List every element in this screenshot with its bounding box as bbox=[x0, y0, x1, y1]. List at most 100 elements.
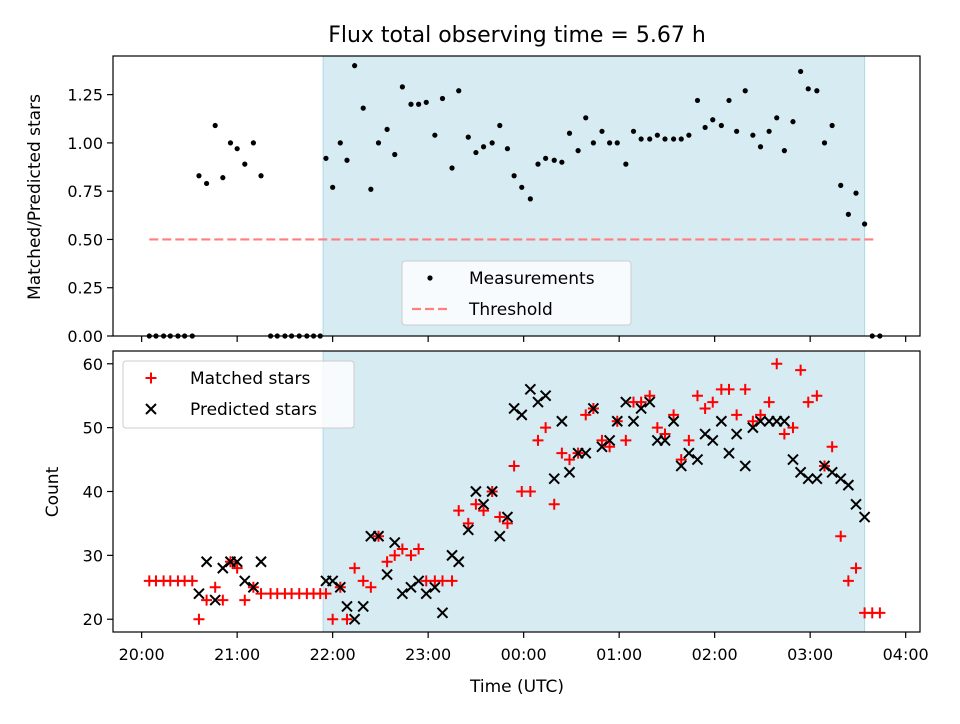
data-point bbox=[778, 428, 790, 440]
data-point bbox=[497, 122, 503, 129]
data-point bbox=[590, 140, 596, 146]
data-point bbox=[604, 441, 616, 453]
data-point bbox=[548, 498, 560, 510]
data-point bbox=[757, 144, 764, 150]
data-point bbox=[707, 396, 719, 408]
data-point bbox=[375, 140, 382, 146]
data-point bbox=[420, 587, 432, 600]
data-point bbox=[540, 422, 552, 434]
x-tick-label: 01:00 bbox=[596, 645, 642, 664]
legend-label: Matched stars bbox=[190, 369, 310, 389]
data-point bbox=[423, 99, 429, 105]
y-tick-label: 0.25 bbox=[67, 279, 103, 298]
data-point bbox=[473, 149, 479, 156]
data-point bbox=[399, 84, 405, 90]
data-point bbox=[494, 511, 506, 523]
data-point bbox=[731, 409, 743, 421]
data-point bbox=[470, 485, 482, 498]
x-tick-label: 04:00 bbox=[883, 645, 929, 664]
data-point bbox=[416, 101, 422, 107]
legend: Measurements Threshold bbox=[401, 260, 632, 326]
data-point bbox=[357, 600, 369, 613]
data-point bbox=[436, 607, 449, 619]
data-point bbox=[200, 556, 213, 568]
data-point bbox=[754, 415, 767, 427]
data-point bbox=[821, 140, 828, 146]
data-point bbox=[842, 575, 854, 587]
x-axis-label: Time (UTC) bbox=[469, 677, 564, 697]
data-point bbox=[795, 364, 807, 376]
data-point bbox=[726, 97, 732, 104]
data-point bbox=[432, 132, 438, 138]
data-point bbox=[486, 485, 498, 498]
data-point bbox=[694, 97, 701, 104]
data-point bbox=[699, 402, 711, 414]
data-point bbox=[508, 460, 520, 472]
data-point bbox=[620, 396, 632, 408]
data-point bbox=[551, 157, 557, 163]
data-point bbox=[662, 136, 668, 142]
data-point bbox=[352, 63, 358, 69]
data-point bbox=[449, 165, 455, 171]
data-point bbox=[462, 524, 474, 536]
data-point bbox=[556, 415, 568, 427]
data-point bbox=[563, 466, 576, 479]
data-point bbox=[838, 182, 844, 188]
data-point bbox=[516, 409, 528, 421]
plot-frame bbox=[112, 55, 921, 337]
data-point bbox=[389, 549, 401, 561]
series-matched-stars bbox=[143, 358, 886, 625]
data-point bbox=[596, 434, 608, 446]
data-point bbox=[842, 479, 855, 491]
data-point bbox=[360, 105, 366, 111]
y-tick-label: 60 bbox=[83, 355, 103, 374]
data-point bbox=[675, 460, 687, 472]
data-point bbox=[620, 434, 632, 446]
data-point bbox=[739, 383, 751, 395]
data-point bbox=[239, 594, 251, 606]
data-point bbox=[405, 549, 417, 561]
data-point bbox=[835, 530, 847, 542]
data-point bbox=[217, 594, 229, 606]
x-tick-label: 20:00 bbox=[119, 645, 165, 664]
y-tick-label: 0.50 bbox=[67, 230, 103, 249]
data-point bbox=[462, 517, 474, 529]
data-point bbox=[678, 136, 684, 142]
data-point bbox=[668, 409, 680, 421]
data-point bbox=[539, 389, 552, 402]
data-point bbox=[227, 140, 234, 146]
data-point bbox=[691, 453, 704, 466]
legend: Matched stars Predicted stars bbox=[122, 360, 355, 429]
data-point bbox=[603, 434, 616, 447]
data-point bbox=[480, 144, 487, 150]
data-point bbox=[583, 115, 589, 121]
data-point bbox=[323, 155, 329, 161]
legend-marker bbox=[145, 403, 157, 415]
legend-box bbox=[122, 360, 355, 429]
data-point bbox=[566, 130, 573, 136]
data-point bbox=[439, 95, 446, 102]
data-point bbox=[614, 140, 620, 146]
data-point bbox=[465, 134, 471, 140]
legend-label: Predicted stars bbox=[190, 400, 317, 420]
data-point bbox=[734, 128, 740, 134]
data-point bbox=[862, 221, 868, 227]
legend-label: Measurements bbox=[469, 269, 595, 289]
data-point bbox=[644, 390, 656, 402]
data-point bbox=[532, 434, 544, 446]
data-point bbox=[478, 505, 490, 517]
x-tick-label: 00:00 bbox=[501, 645, 547, 664]
bottom-panel: Count Time (UTC) 20 30 40 50 60 20:00 21:00 22:… bbox=[43, 350, 929, 697]
data-point bbox=[683, 447, 695, 459]
x-tick-label: 03:00 bbox=[787, 645, 833, 664]
data-point bbox=[501, 517, 513, 529]
data-point bbox=[344, 157, 350, 163]
data-point bbox=[470, 498, 482, 510]
data-point bbox=[196, 173, 202, 179]
data-point bbox=[250, 140, 256, 146]
x-tick-label: 23:00 bbox=[405, 645, 451, 664]
data-point bbox=[548, 473, 560, 485]
data-point bbox=[580, 409, 592, 421]
data-point bbox=[453, 556, 465, 568]
data-point bbox=[209, 581, 221, 593]
